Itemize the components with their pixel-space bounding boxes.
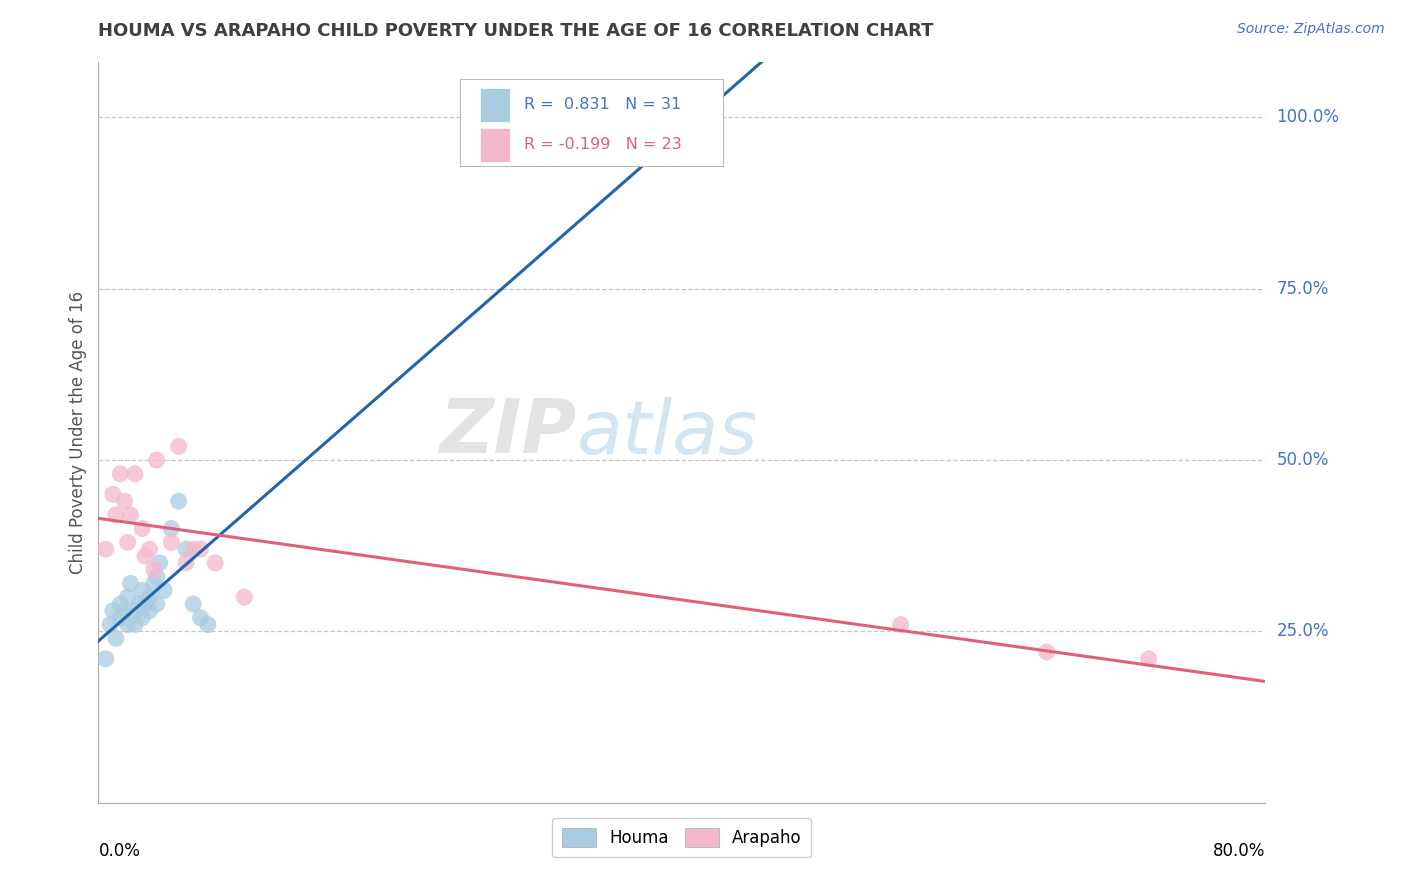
Text: 100.0%: 100.0% bbox=[1277, 108, 1340, 127]
Point bbox=[160, 535, 183, 549]
Point bbox=[641, 152, 664, 166]
Point bbox=[124, 467, 146, 481]
Point bbox=[233, 590, 256, 604]
Point bbox=[1137, 652, 1160, 666]
Text: ZIP: ZIP bbox=[440, 396, 576, 469]
Text: 25.0%: 25.0% bbox=[1277, 623, 1329, 640]
Point bbox=[124, 604, 146, 618]
Point bbox=[142, 576, 165, 591]
Point bbox=[197, 617, 219, 632]
Point bbox=[890, 617, 912, 632]
Point bbox=[167, 494, 190, 508]
Text: R = -0.199   N = 23: R = -0.199 N = 23 bbox=[524, 137, 682, 153]
Bar bbox=[479, 128, 510, 161]
Point bbox=[1035, 645, 1057, 659]
Text: 50.0%: 50.0% bbox=[1277, 451, 1329, 469]
Point bbox=[671, 110, 693, 124]
Point bbox=[98, 617, 121, 632]
Point bbox=[131, 610, 153, 624]
Point bbox=[117, 590, 139, 604]
Point bbox=[114, 604, 136, 618]
Point bbox=[146, 569, 169, 583]
Point bbox=[104, 632, 127, 646]
Point bbox=[101, 487, 124, 501]
Point bbox=[117, 617, 139, 632]
Point bbox=[104, 508, 127, 522]
Point bbox=[138, 590, 160, 604]
Point bbox=[167, 439, 190, 453]
Point bbox=[134, 549, 156, 563]
Point bbox=[181, 542, 204, 557]
Point bbox=[128, 597, 150, 611]
Point bbox=[174, 542, 197, 557]
Point bbox=[134, 597, 156, 611]
Point bbox=[117, 535, 139, 549]
Point bbox=[138, 604, 160, 618]
Point bbox=[174, 556, 197, 570]
Point bbox=[153, 583, 176, 598]
Point bbox=[114, 494, 136, 508]
FancyBboxPatch shape bbox=[460, 78, 723, 166]
Text: Source: ZipAtlas.com: Source: ZipAtlas.com bbox=[1237, 22, 1385, 37]
Point bbox=[142, 563, 165, 577]
Point bbox=[110, 467, 132, 481]
Point bbox=[146, 453, 169, 467]
Point bbox=[149, 556, 172, 570]
Point bbox=[190, 542, 212, 557]
Point bbox=[181, 597, 204, 611]
Point bbox=[120, 508, 142, 522]
Point bbox=[146, 597, 169, 611]
Point bbox=[138, 542, 160, 557]
Text: atlas: atlas bbox=[576, 397, 758, 468]
Point bbox=[101, 604, 124, 618]
Point bbox=[131, 583, 153, 598]
Legend: Houma, Arapaho: Houma, Arapaho bbox=[553, 818, 811, 857]
Point bbox=[204, 556, 226, 570]
Point bbox=[190, 610, 212, 624]
Text: 80.0%: 80.0% bbox=[1213, 842, 1265, 860]
Point bbox=[110, 610, 132, 624]
Text: R =  0.831   N = 31: R = 0.831 N = 31 bbox=[524, 97, 682, 112]
Text: HOUMA VS ARAPAHO CHILD POVERTY UNDER THE AGE OF 16 CORRELATION CHART: HOUMA VS ARAPAHO CHILD POVERTY UNDER THE… bbox=[98, 22, 934, 40]
Point bbox=[131, 522, 153, 536]
Point bbox=[160, 522, 183, 536]
Text: 0.0%: 0.0% bbox=[98, 842, 141, 860]
Bar bbox=[479, 87, 510, 122]
Point bbox=[94, 652, 117, 666]
Text: 75.0%: 75.0% bbox=[1277, 280, 1329, 298]
Point bbox=[110, 597, 132, 611]
Y-axis label: Child Poverty Under the Age of 16: Child Poverty Under the Age of 16 bbox=[69, 291, 87, 574]
Point bbox=[124, 617, 146, 632]
Point bbox=[94, 542, 117, 557]
Point bbox=[120, 576, 142, 591]
